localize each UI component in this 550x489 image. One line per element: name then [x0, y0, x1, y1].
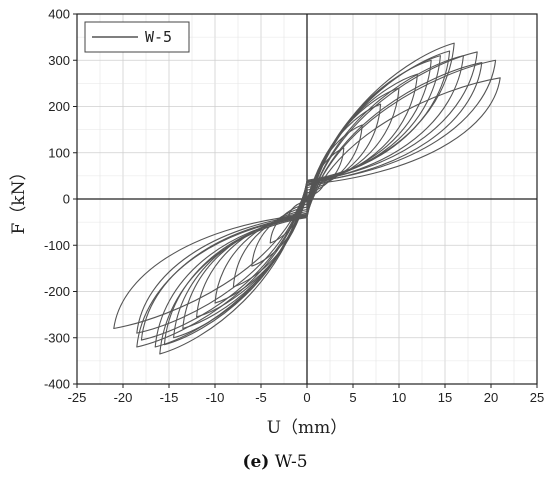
caption-label: (e) — [242, 452, 270, 472]
hysteresis-loop — [159, 42, 455, 355]
x-tick-label: 10 — [392, 390, 406, 405]
x-axis-label: U（mm） — [267, 418, 348, 438]
y-tick-label: 100 — [48, 145, 70, 160]
x-tick-label: -10 — [206, 390, 225, 405]
x-tick-label: -20 — [114, 390, 133, 405]
y-tick-labels: -400 -300 -200 -100 0 100 200 300 400 — [44, 7, 77, 392]
y-axis-label: F（kN） — [9, 164, 29, 235]
x-tick-label: -25 — [68, 390, 87, 405]
y-tick-label: -300 — [44, 330, 70, 345]
y-tick-label: 0 — [63, 192, 70, 207]
x-tick-label: -15 — [160, 390, 179, 405]
x-tick-label: 5 — [349, 390, 356, 405]
y-tick-label: 400 — [48, 7, 70, 22]
figure-caption: (e) W-5 — [0, 452, 550, 472]
hysteresis-loop — [136, 59, 497, 334]
y-tick-label: -100 — [44, 238, 70, 253]
series-w-5 — [113, 42, 501, 355]
x-tick-labels: -25 -20 -15 -10 -5 0 5 10 15 20 25 — [68, 384, 544, 405]
caption-text: W-5 — [269, 452, 308, 472]
x-tick-label: 15 — [438, 390, 452, 405]
y-tick-label: 300 — [48, 53, 70, 68]
legend-label-w-5: W-5 — [145, 28, 172, 46]
y-tick-label: -400 — [44, 377, 70, 392]
hysteresis-chart: -25 -20 -15 -10 -5 0 5 10 15 20 25 -400 -300 -200 -10… — [9, 6, 545, 438]
x-tick-label: -5 — [255, 390, 267, 405]
x-tick-label: 0 — [303, 390, 310, 405]
x-tick-label: 20 — [484, 390, 498, 405]
x-tick-label: 25 — [530, 390, 544, 405]
y-tick-label: 200 — [48, 99, 70, 114]
hysteresis-loop — [113, 77, 501, 330]
y-tick-label: -200 — [44, 284, 70, 299]
legend: W-5 — [84, 21, 190, 53]
hysteresis-loop — [140, 51, 478, 341]
